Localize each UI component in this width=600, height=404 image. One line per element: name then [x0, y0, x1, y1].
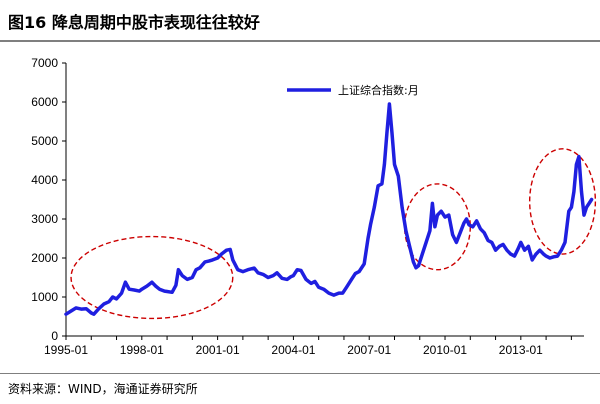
source-note: 资料来源：WIND，海通证券研究所 — [8, 382, 198, 396]
y-tick-label: 2000 — [31, 251, 58, 265]
x-tick-label: 2010-01 — [423, 343, 467, 357]
x-tick-label: 2001-01 — [196, 343, 240, 357]
y-tick-label: 4000 — [31, 173, 58, 187]
x-tick-label: 2004-01 — [271, 343, 315, 357]
y-tick-label: 6000 — [31, 95, 58, 109]
source-divider — [0, 373, 600, 374]
y-tick-label: 1000 — [31, 290, 58, 304]
legend-label: 上证综合指数:月 — [338, 83, 419, 97]
figure-title: 图16 降息周期中股市表现往往较好 — [8, 13, 260, 32]
highlight-ellipse — [403, 183, 471, 271]
chart-legend: 上证综合指数:月 — [287, 83, 419, 97]
highlight-ellipse — [528, 148, 597, 255]
y-tick-label: 3000 — [31, 212, 58, 226]
chart-axes: 0 1000 2000 3000 4000 5000 6000 7000 1995-01 1998… — [31, 56, 584, 357]
series-line — [64, 102, 594, 316]
highlight-ellipses — [70, 148, 597, 320]
x-tick-label: 1995-01 — [44, 343, 88, 357]
title-divider — [0, 40, 600, 42]
chart-series — [64, 102, 594, 316]
y-tick-label: 5000 — [31, 134, 58, 148]
x-tick-label: 2007-01 — [347, 343, 391, 357]
x-tick-label: 1998-01 — [120, 343, 164, 357]
x-tick-label: 2013-01 — [499, 343, 543, 357]
y-tick-label: 0 — [51, 329, 58, 343]
highlight-ellipse — [70, 235, 234, 320]
y-tick-label: 7000 — [31, 56, 58, 70]
